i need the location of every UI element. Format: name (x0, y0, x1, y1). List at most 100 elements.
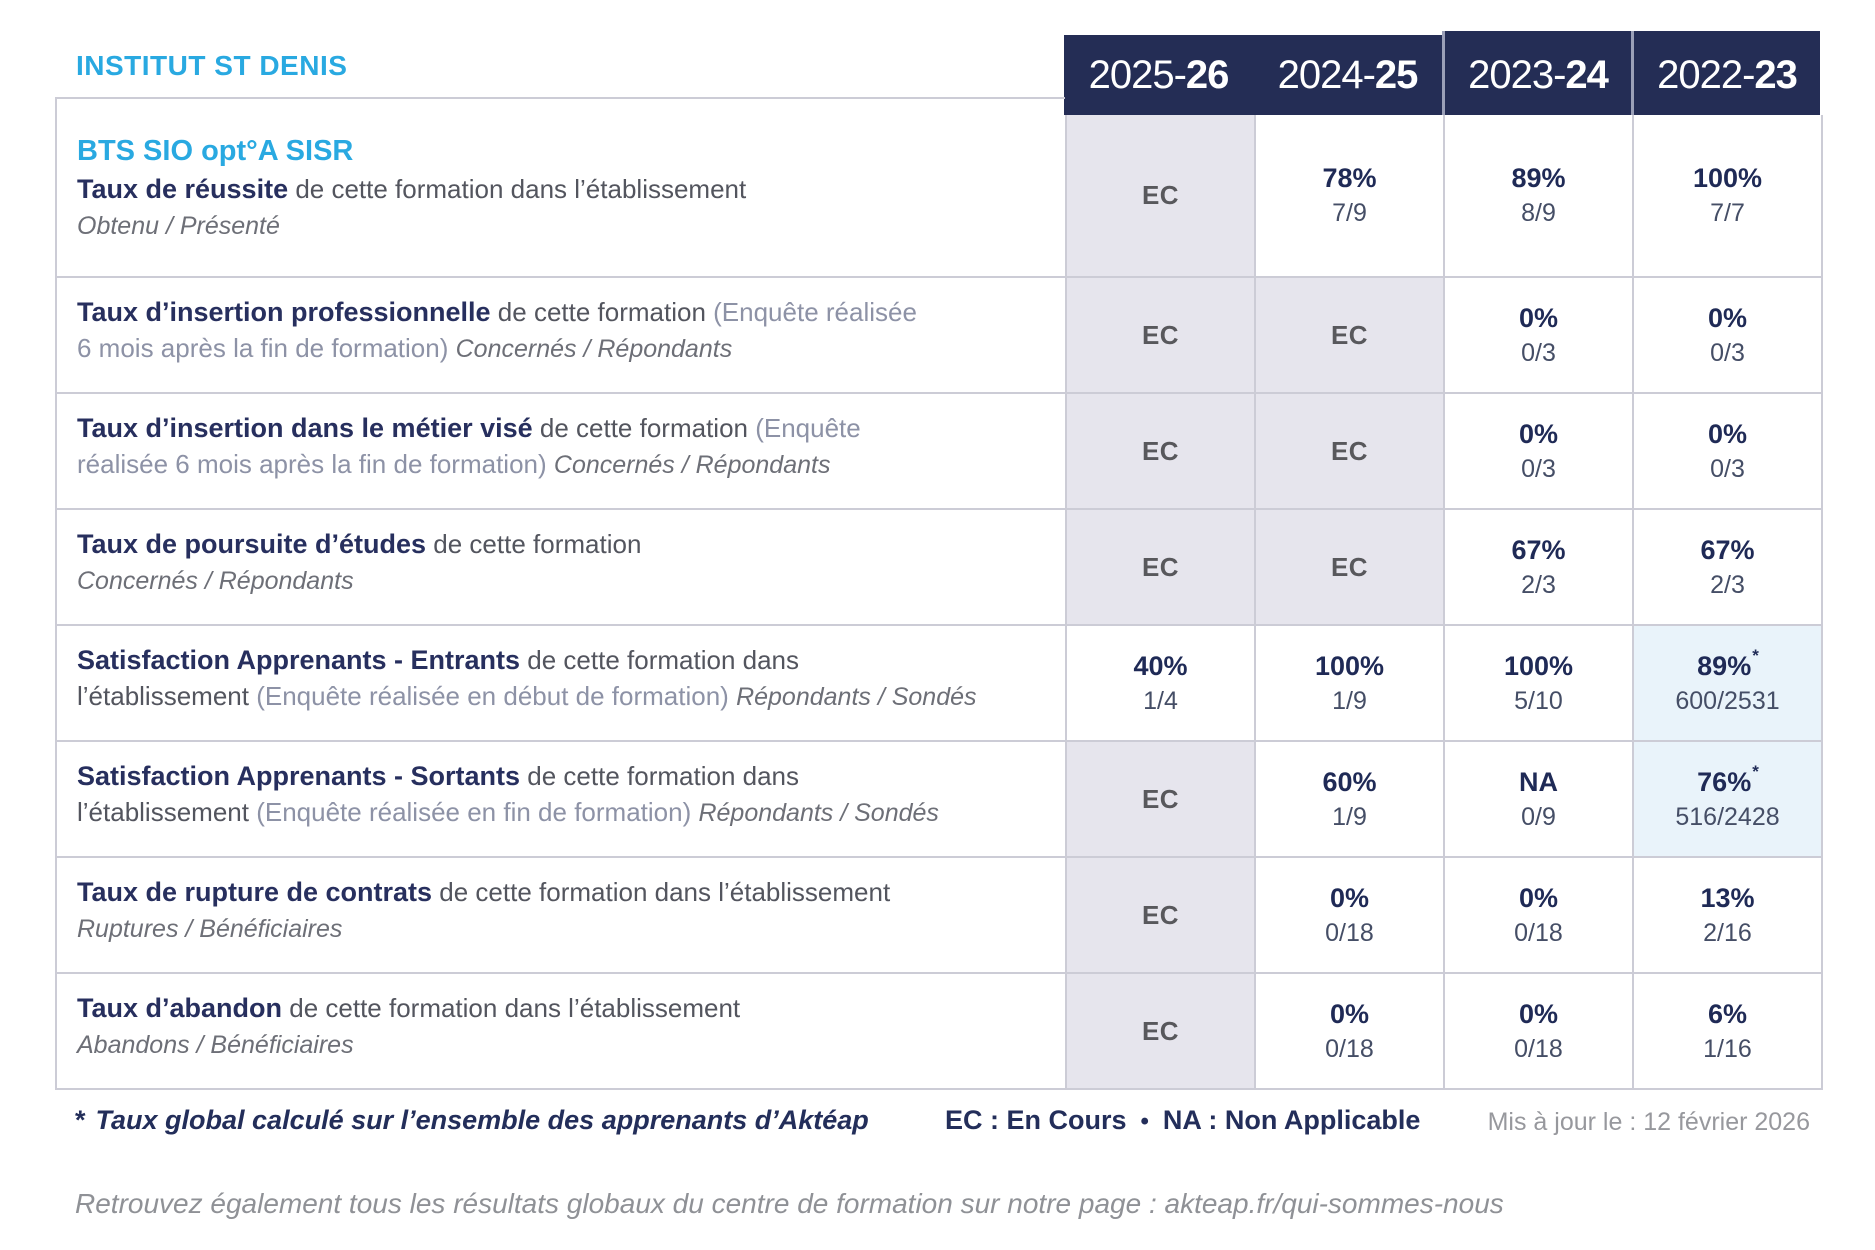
metric-value-cell: EC (1254, 508, 1443, 624)
metric-value-cell: 78% 7/9 (1254, 115, 1443, 276)
ec-status: EC (1141, 899, 1180, 930)
metric-label-line: Concernés / Répondants (77, 562, 1041, 599)
metric-label-line: Satisfaction Apprenants - Sortants de ce… (77, 758, 1041, 794)
ec-status: EC (1141, 1015, 1180, 1046)
label-segment-title: Satisfaction Apprenants - Entrants (77, 645, 521, 675)
fraction-value: 0/3 (1710, 338, 1745, 367)
metric-label-line: Satisfaction Apprenants - Entrants de ce… (77, 642, 1041, 678)
star-footnote-text: Taux global calculé sur l’ensemble des a… (95, 1105, 869, 1135)
year-header-row: 2025- 26 2024- 25 2023- 24 2022- 23 (1064, 31, 1820, 119)
metric-value-cell: 89% 8/9 (1443, 115, 1632, 276)
metric-value-cell: EC (1065, 856, 1254, 972)
abbreviation-legend: EC : En Cours • NA : Non Applicable (945, 1105, 1420, 1136)
label-segment-desc: de cette formation dans (520, 761, 800, 791)
metric-value-cell: 0% 0/18 (1254, 856, 1443, 972)
year-column-header: 2022- 23 (1631, 31, 1820, 119)
year-column-header: 2024- 25 (1253, 35, 1442, 115)
global-rate-asterisk: * (1752, 762, 1759, 781)
star-footnote: * Taux global calculé sur l’ensemble des … (75, 1105, 869, 1136)
percentage-value: 76%* (1697, 762, 1759, 797)
metric-label-line: Ruptures / Bénéficiaires (77, 910, 1041, 947)
metric-label-line: Taux de rupture de contrats de cette for… (77, 874, 1041, 910)
metric-value-cell: NA 0/9 (1443, 740, 1632, 856)
metric-value-cell: 67% 2/3 (1443, 508, 1632, 624)
ec-status: EC (1330, 319, 1369, 350)
fraction-value: 7/9 (1332, 199, 1367, 227)
percentage-value: 100% (1314, 650, 1385, 681)
label-segment-desc: de cette formation (532, 413, 756, 443)
metric-label-line: 6 mois après la fin de formation) Concer… (77, 330, 1041, 367)
ec-status: EC (1141, 319, 1180, 350)
label-segment-desc: de cette formation dans l’établissement (288, 174, 747, 204)
metric-value-cell: EC (1065, 508, 1254, 624)
metric-value-cell: 76%* 516/2428 (1632, 740, 1821, 856)
metric-label: Taux d’insertion professionnelle de cett… (57, 276, 1065, 392)
fraction-value: 1/9 (1332, 802, 1367, 831)
label-segment-desc: de cette formation (426, 529, 642, 559)
label-segment-title: Taux de poursuite d’études (77, 529, 427, 559)
metric-label: Taux d’insertion dans le métier visé de … (57, 392, 1065, 508)
metric-value-cell: 40% 1/4 (1065, 624, 1254, 740)
metric-value-cell: 67% 2/3 (1632, 508, 1821, 624)
metric-label-line: l’établissement (Enquête réalisée en fin… (77, 794, 1041, 831)
metric-value-cell: 0% 0/18 (1443, 856, 1632, 972)
metric-value-cell: 100% 5/10 (1443, 624, 1632, 740)
asterisk-symbol: * (75, 1105, 86, 1135)
label-segment-paren: réalisée 6 mois après la fin de formatio… (77, 449, 554, 479)
metric-label-line: Taux d’abandon de cette formation dans l… (77, 990, 1041, 1026)
year-column-header: 2025- 26 (1064, 35, 1253, 115)
percentage-value: 100% (1503, 650, 1574, 681)
label-segment-paren: 6 mois après la fin de formation) (77, 333, 456, 363)
metric-value-cell: EC (1254, 276, 1443, 392)
ec-status: EC (1330, 435, 1369, 466)
ec-status: EC (1141, 435, 1180, 466)
percentage-value: 78% (1322, 163, 1377, 193)
fraction-value: 1/9 (1332, 686, 1367, 715)
label-segment-sub: Concernés / Répondants (455, 335, 733, 363)
table-top-border (55, 97, 1065, 115)
fraction-value: 516/2428 (1675, 803, 1780, 831)
fraction-value: 0/18 (1325, 918, 1374, 947)
ec-status: EC (1141, 180, 1180, 210)
results-table: BTS SIO opt°A SISR Taux de réussite de ce… (55, 115, 1823, 1090)
label-segment-desc: de cette formation dans (520, 645, 800, 675)
metric-value-cell: EC (1065, 740, 1254, 856)
metric-label: Taux de poursuite d’études de cette form… (57, 508, 1065, 624)
footnote-bar: * Taux global calculé sur l’ensemble des … (0, 1105, 1875, 1145)
metric-label: BTS SIO opt°A SISR Taux de réussite de ce… (57, 115, 1065, 276)
label-segment-sub: Obtenu / Présenté (77, 212, 280, 240)
label-segment-sub: Concernés / Répondants (77, 567, 354, 595)
ec-status: EC (1141, 783, 1180, 814)
fraction-value: 2/3 (1710, 570, 1745, 599)
metric-value-cell: 89%* 600/2531 (1632, 624, 1821, 740)
percentage-value: 13% (1700, 882, 1755, 913)
fraction-value: 2/3 (1521, 570, 1556, 599)
percentage-value: 40% (1133, 650, 1188, 681)
year-prefix: 2022- (1657, 52, 1755, 97)
metric-label-line: Taux de réussite de cette formation dans… (77, 171, 1041, 207)
label-segment-desc: de cette formation dans l’établissement (282, 993, 741, 1023)
metric-label-line: Obtenu / Présenté (77, 207, 1041, 244)
label-segment-sub: Abandons / Bénéficiaires (77, 1031, 354, 1059)
metric-value-cell: 13% 2/16 (1632, 856, 1821, 972)
metric-label-line: Taux d’insertion professionnelle de cett… (77, 294, 1041, 330)
percentage-value: 60% (1322, 766, 1377, 797)
ec-status: EC (1141, 551, 1180, 582)
last-updated-date: Mis à jour le : 12 février 2026 (1487, 1108, 1810, 1136)
metric-value-cell: EC (1065, 115, 1254, 276)
percentage-value: 67% (1511, 534, 1566, 565)
fraction-value: 0/18 (1325, 1034, 1374, 1063)
year-prefix: 2024- (1277, 52, 1376, 97)
percentage-value: 0% (1518, 882, 1559, 913)
metric-value-cell: EC (1065, 392, 1254, 508)
year-prefix: 2025- (1088, 52, 1187, 97)
year-suffix: 24 (1565, 52, 1608, 97)
percentage-value: 0% (1518, 418, 1559, 449)
label-segment-paren: (Enquête (755, 413, 861, 443)
metric-value-cell: 0% 0/3 (1632, 276, 1821, 392)
label-segment-paren: (Enquête réalisée (713, 297, 917, 327)
fraction-value: 0/18 (1514, 1034, 1563, 1063)
global-rate-asterisk: * (1752, 646, 1759, 665)
year-suffix: 25 (1374, 52, 1418, 97)
label-segment-desc: de cette formation dans l’établissement (432, 877, 891, 907)
